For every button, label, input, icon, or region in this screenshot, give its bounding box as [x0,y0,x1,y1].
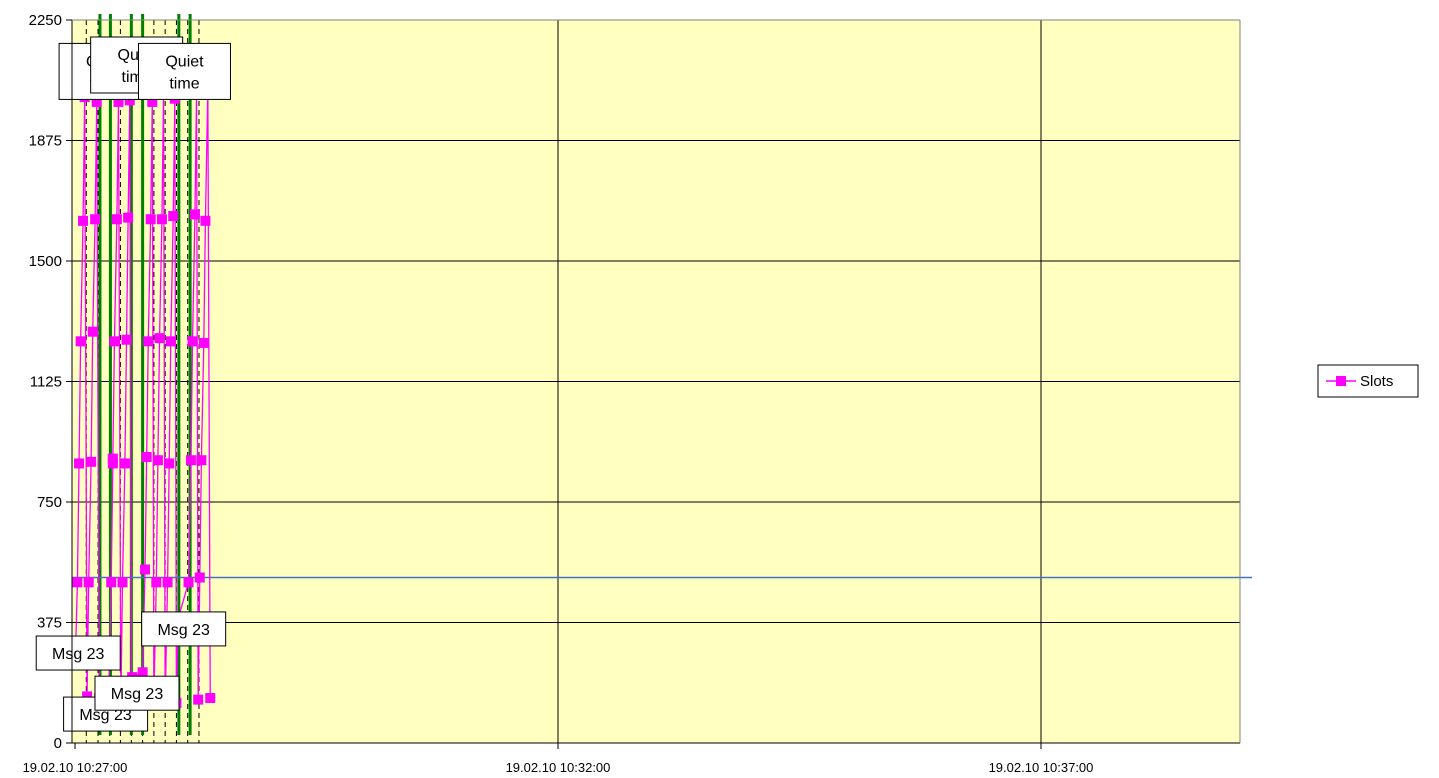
data-point [82,691,93,702]
axes: 0 375 750 1125 1500 1875 2250 19.02.10 10:27:00… [23,12,1241,775]
data-point [109,336,120,347]
y-tick-label: 2250 [29,12,62,29]
data-point [145,214,156,225]
data-point [74,458,85,469]
data-point [189,209,200,220]
annotation: Msg 23 [94,675,180,711]
data-point [124,95,135,106]
y-tick-label: 1875 [29,133,62,150]
data-point [90,214,101,225]
data-point [154,333,165,344]
annotation-text: Quiet [165,53,204,70]
data-point [141,452,152,463]
annotation: Quiet time [137,42,231,100]
data-point [143,336,154,347]
annotation: Msg 23 [35,635,121,671]
y-tick-label: 375 [37,615,62,632]
annotation-text: Msg 23 [52,646,105,663]
annotation-box [94,675,180,711]
legend-label: Slots [1360,373,1393,390]
data-point [87,326,98,337]
data-point [162,577,173,588]
x-tick-label: 19.02.10 10:37:00 [989,760,1094,775]
annotation-box [141,611,227,647]
data-point [200,215,211,226]
data-point [165,336,176,347]
data-point [83,577,94,588]
annotation-box [35,635,121,671]
data-point [106,577,117,588]
annotation-text: Msg 23 [111,686,164,703]
data-point [151,577,162,588]
data-point [193,694,204,705]
legend-marker [1336,376,1346,386]
annotation-text: Msg 23 [79,707,132,724]
data-point [75,336,86,347]
annotation-box [137,42,231,100]
data-point [147,96,158,107]
data-point [156,214,167,225]
data-point [91,96,102,107]
annotation-text: time [169,75,199,92]
data-point [185,455,196,466]
legend: Slots [1317,364,1419,398]
data-point [119,458,130,469]
x-tick-label: 19.02.10 10:32:00 [506,760,611,775]
annotation: Msg 23 [141,611,227,647]
y-tick-label: 0 [54,735,62,752]
series-line [75,87,211,703]
data-point [123,212,134,223]
data-point [196,455,207,466]
data-point [205,693,216,704]
data-point [111,214,122,225]
y-tick-label: 1125 [30,374,62,391]
y-tick-label: 750 [37,494,62,511]
data-point [187,336,198,347]
data-point [168,211,179,222]
data-point [152,455,163,466]
data-point [164,458,175,469]
data-point [86,456,97,467]
data-point [194,572,205,583]
y-tick-label: 1500 [29,253,62,270]
data-point [137,667,148,678]
data-point [117,577,128,588]
data-point [121,334,132,345]
data-point [78,215,89,226]
data-point [72,577,83,588]
annotation-text: Msg 23 [157,622,210,639]
data-point [140,564,151,575]
data-point [198,337,209,348]
data-point [113,96,124,107]
data-point [107,453,118,464]
x-tick-label: 19.02.10 10:27:00 [23,760,128,775]
data-point [183,577,194,588]
